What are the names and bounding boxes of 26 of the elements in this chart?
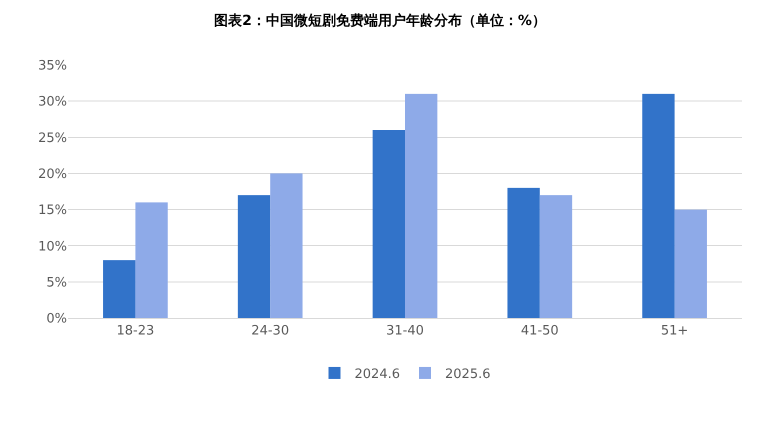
chart-title: 图表2：中国微短剧免费端用户年龄分布（单位：%） <box>214 12 546 29</box>
y-tick-label: 20% <box>38 166 67 182</box>
bar <box>270 173 303 318</box>
x-tick-label: 18-23 <box>116 324 154 339</box>
x-tick-label: 24-30 <box>251 324 290 339</box>
y-tick-label: 30% <box>38 94 67 110</box>
bar <box>103 260 136 318</box>
y-tick-label: 25% <box>38 130 67 146</box>
bar <box>135 202 168 318</box>
y-tick-label: 15% <box>38 203 67 218</box>
x-tick-label: 51+ <box>660 324 688 339</box>
bar <box>674 210 707 318</box>
y-tick-label: 0% <box>46 312 67 327</box>
bar <box>642 94 675 318</box>
y-tick-label: 10% <box>38 239 67 254</box>
x-tick-label: 31-40 <box>386 324 424 339</box>
y-tick-label: 5% <box>46 275 67 290</box>
bar <box>238 195 270 318</box>
legend-label: 2025.6 <box>445 367 490 382</box>
bar <box>540 195 572 318</box>
x-tick-label: 41-50 <box>520 324 559 339</box>
bar <box>405 94 438 318</box>
y-tick-label: 35% <box>38 58 67 74</box>
bar <box>372 130 405 318</box>
bar <box>507 188 540 318</box>
legend-label: 2024.6 <box>354 367 400 382</box>
